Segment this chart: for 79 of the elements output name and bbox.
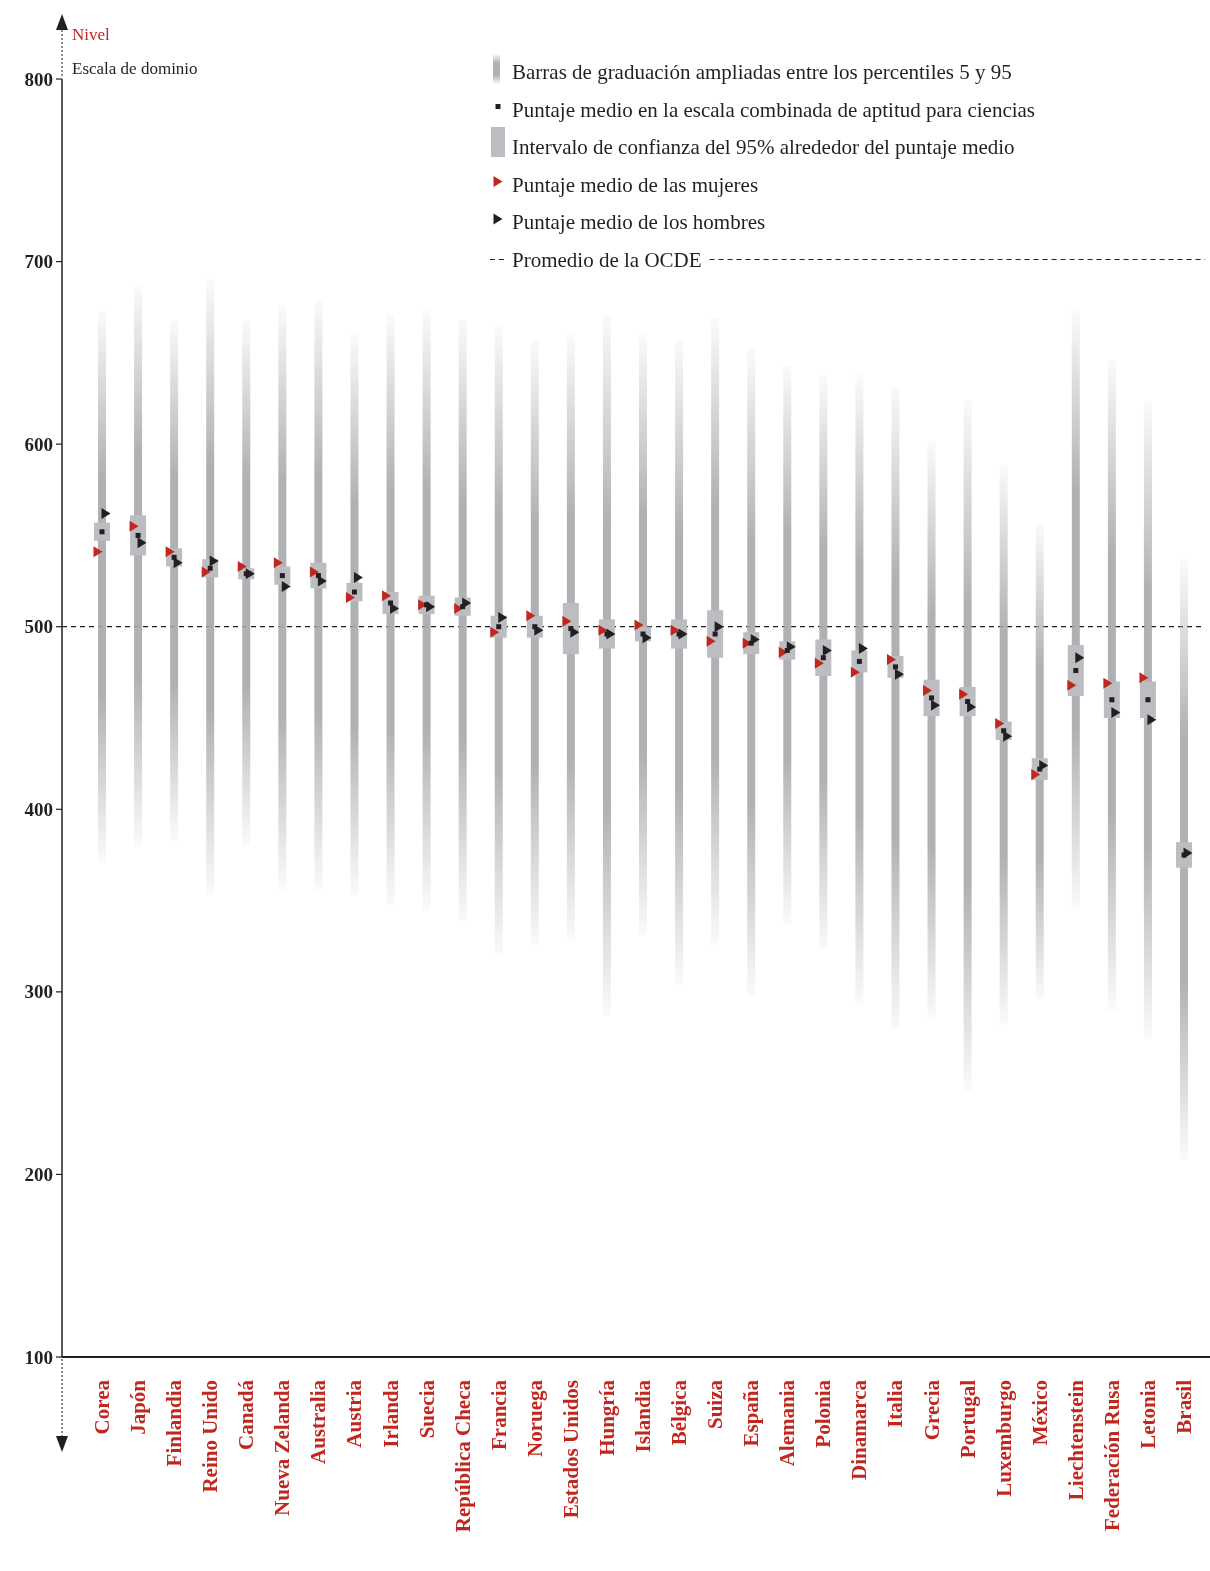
x-tick-label: Irlanda xyxy=(378,1379,403,1448)
legend-label: Barras de graduación ampliadas entre los percentiles 5 y 95 xyxy=(512,60,1012,84)
bar xyxy=(711,318,720,945)
x-tick-label: España xyxy=(739,1379,764,1447)
bar xyxy=(494,325,503,956)
x-tick-label: Federación Rusa xyxy=(1099,1379,1124,1532)
x-tick-label: Canadá xyxy=(234,1379,259,1451)
bar xyxy=(350,334,359,896)
y-axis-title: Nivel xyxy=(72,25,111,44)
bar xyxy=(1139,681,1156,718)
bar xyxy=(170,319,179,841)
y-tick-label: 600 xyxy=(24,433,53,455)
x-tick-label: Brasil xyxy=(1172,1379,1196,1434)
y-tick-label: 100 xyxy=(24,1346,53,1368)
bar xyxy=(783,365,792,925)
y-tick-label: 300 xyxy=(24,981,53,1003)
legend-label: Intervalo de confianza del 95% alrededor del puntaje medio xyxy=(512,135,1015,159)
bar xyxy=(1035,524,1044,1000)
x-tick-label: México xyxy=(1027,1380,1052,1446)
x-tick-label: Bélgica xyxy=(667,1379,692,1446)
bar xyxy=(1143,400,1152,1040)
legend-label: Puntaje medio en la escala combinada de aptitud para ciencias xyxy=(512,97,1036,122)
x-tick-label: Estados Unidos xyxy=(558,1380,583,1519)
bar xyxy=(927,440,936,1020)
x-tick-label: Alemania xyxy=(775,1379,800,1467)
legend-label: Puntaje medio de las mujeres xyxy=(512,172,759,197)
bar xyxy=(1107,360,1116,1011)
bar xyxy=(747,349,756,996)
x-tick-label: Italia xyxy=(883,1379,908,1428)
bar xyxy=(819,374,828,950)
bar xyxy=(242,319,251,846)
legend-label: Puntaje medio de los hombres xyxy=(512,210,766,234)
bar xyxy=(422,310,431,910)
x-tick-label: Luxemburgo xyxy=(991,1380,1016,1497)
x-tick-label: Islandia xyxy=(631,1379,655,1453)
y-tick-label: 800 xyxy=(24,68,53,90)
x-tick-label: Letonia xyxy=(1135,1379,1160,1449)
x-tick-label: Suecia xyxy=(414,1379,439,1439)
bar xyxy=(314,299,323,890)
bar xyxy=(639,334,647,936)
y-tick-label: 400 xyxy=(24,798,53,820)
bar xyxy=(855,374,864,1005)
bar xyxy=(675,340,684,985)
legend-label: Promedio de la OCDE xyxy=(512,247,702,272)
x-tick-label: Noruega xyxy=(522,1379,547,1457)
bar xyxy=(963,400,972,1091)
y-tick-label: 200 xyxy=(24,1163,53,1185)
x-tick-label: Liechtenstein xyxy=(1063,1379,1088,1501)
bar xyxy=(278,305,287,890)
bar xyxy=(566,334,575,941)
x-tick-label: Portugal xyxy=(955,1379,980,1459)
bar xyxy=(94,522,110,541)
x-tick-label: Nueva Zelanda xyxy=(270,1379,295,1516)
x-tick-label: Finlandia xyxy=(162,1379,187,1467)
bar xyxy=(98,310,106,863)
bar xyxy=(602,314,611,1016)
bar xyxy=(134,285,143,846)
bar xyxy=(891,385,900,1031)
x-tick-label: Dinamarca xyxy=(847,1379,872,1480)
bar xyxy=(458,319,467,921)
x-tick-label: Japón xyxy=(126,1379,151,1435)
x-tick-label: Corea xyxy=(90,1379,114,1435)
y-tick-label: 700 xyxy=(24,251,53,273)
bar xyxy=(1180,559,1188,1160)
x-tick-label: Polonia xyxy=(811,1379,836,1448)
y-tick-label: 500 xyxy=(24,616,53,638)
x-tick-label: Austria xyxy=(342,1379,367,1448)
x-tick-label: Hungría xyxy=(594,1379,619,1456)
x-tick-label: Francia xyxy=(486,1379,511,1450)
x-tick-label: República Checa xyxy=(450,1379,475,1533)
text: Escala de dominio xyxy=(72,59,198,78)
bar xyxy=(386,314,395,905)
bar xyxy=(999,464,1008,1025)
x-tick-label: Reino Unido xyxy=(198,1380,223,1493)
bar xyxy=(206,279,215,896)
x-tick-label: Suiza xyxy=(703,1379,728,1430)
x-tick-label: Australia xyxy=(306,1379,331,1464)
bar xyxy=(530,340,539,945)
x-tick-label: Grecia xyxy=(919,1379,944,1441)
